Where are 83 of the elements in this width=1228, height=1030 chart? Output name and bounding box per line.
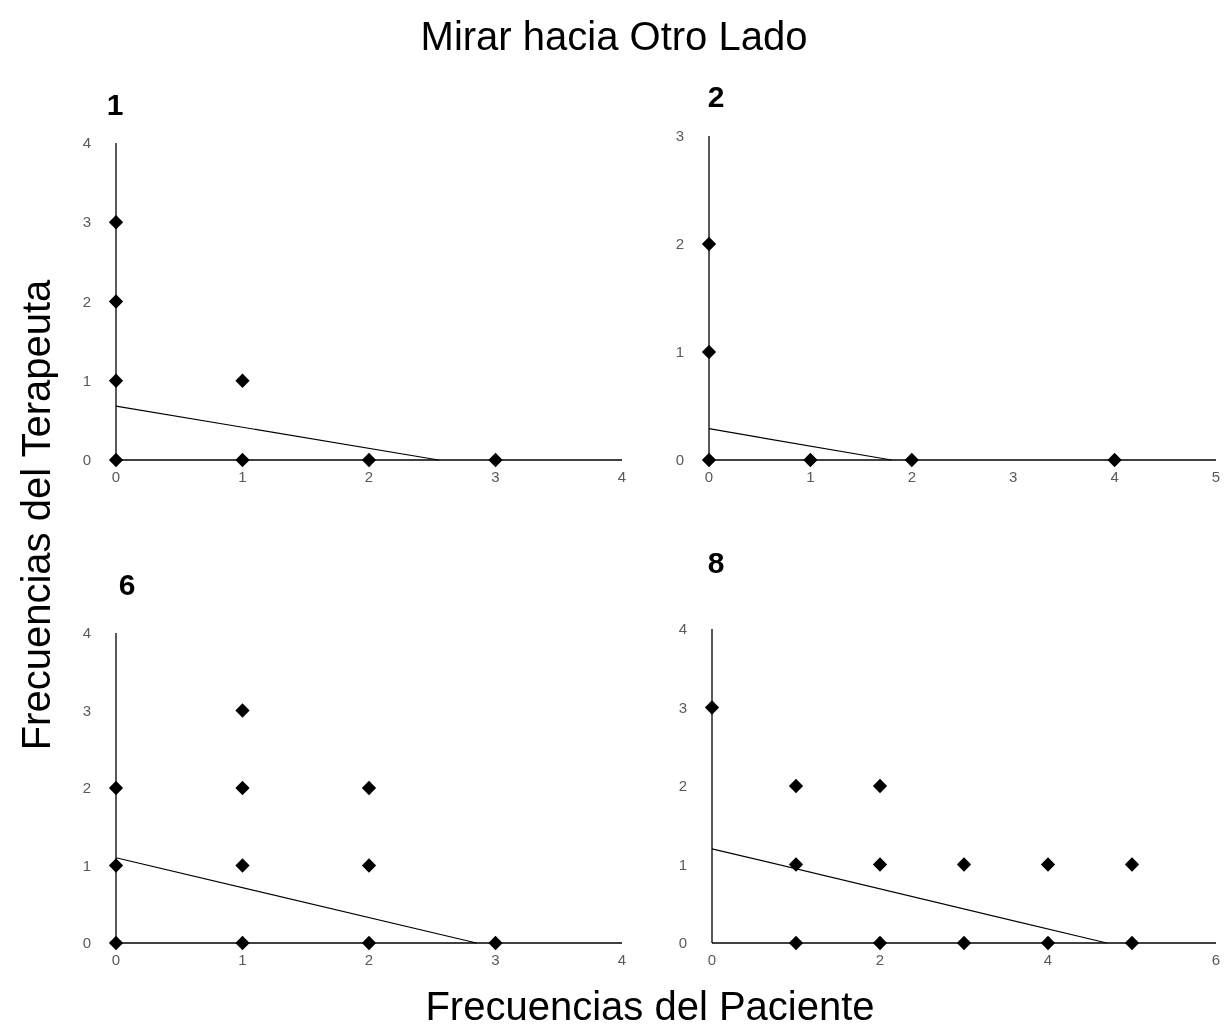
- point: [361, 452, 377, 468]
- y-tick-label: 1: [675, 343, 684, 360]
- y-tick-label: 0: [82, 451, 91, 468]
- point: [108, 858, 124, 873]
- y-tick-label: 1: [82, 371, 91, 389]
- y-tick-label: 3: [82, 213, 91, 231]
- x-tick-label: 0: [111, 468, 121, 485]
- point: [956, 857, 972, 872]
- chart-title: 8: [707, 546, 725, 579]
- y-tick-label: 3: [678, 698, 687, 716]
- point: [108, 780, 124, 796]
- y-axis-title: Frecuencias del Terapeuta: [14, 278, 58, 751]
- x-tick-label: 0: [111, 951, 121, 968]
- x-tick-label: 6: [1211, 951, 1221, 968]
- x-tick-label: 4: [617, 468, 627, 485]
- x-tick-label: 1: [806, 468, 815, 485]
- x-tick-label: 2: [364, 468, 374, 485]
- point: [788, 935, 804, 951]
- point: [108, 294, 124, 309]
- x-tick-label: 2: [875, 951, 885, 968]
- point: [235, 452, 250, 468]
- y-tick-label: 2: [82, 779, 91, 796]
- point: [1040, 935, 1056, 951]
- x-tick-label: 2: [907, 468, 916, 485]
- x-tick-label: 2: [364, 951, 374, 968]
- y-tick-label: 3: [675, 127, 684, 144]
- point: [235, 935, 250, 951]
- point: [1124, 857, 1140, 872]
- point: [803, 452, 818, 468]
- x-tick-label: 4: [617, 951, 627, 968]
- x-tick-label: 0: [707, 951, 717, 968]
- x-axis-title: Frecuencias del Paciente: [425, 984, 875, 1028]
- y-tick-label: 4: [82, 134, 91, 151]
- point: [701, 452, 717, 468]
- point: [235, 703, 250, 718]
- y-tick-label: 2: [82, 292, 91, 310]
- point: [488, 935, 503, 951]
- point: [235, 373, 250, 388]
- x-tick-label: 4: [1043, 951, 1053, 968]
- point: [108, 373, 124, 388]
- point: [488, 452, 503, 468]
- chart-title: 6: [118, 568, 136, 601]
- point: [108, 452, 124, 468]
- point: [788, 778, 804, 794]
- point: [1107, 452, 1122, 468]
- y-tick-label: 1: [82, 856, 91, 874]
- y-tick-label: 4: [82, 624, 91, 641]
- y-tick-label: 2: [675, 235, 684, 252]
- point: [1040, 857, 1056, 872]
- point: [704, 700, 720, 715]
- text: Mirar hacia Otro Lado: [420, 14, 808, 58]
- y-tick-label: 1: [678, 855, 687, 873]
- y-tick-label: 0: [82, 934, 91, 951]
- point: [904, 452, 919, 468]
- point: [108, 935, 124, 951]
- x-tick-label: 3: [1009, 468, 1018, 485]
- x-tick-label: 1: [238, 468, 247, 485]
- point: [956, 935, 972, 951]
- y-tick-label: 0: [678, 934, 687, 951]
- point: [872, 935, 888, 951]
- x-tick-label: 3: [491, 468, 500, 485]
- x-tick-label: 1: [238, 951, 247, 968]
- point: [235, 858, 250, 873]
- x-tick-label: 5: [1211, 468, 1221, 485]
- x-tick-label: 3: [491, 951, 500, 968]
- point: [701, 344, 717, 360]
- x-tick-label: 0: [704, 468, 714, 485]
- point: [872, 857, 888, 872]
- y-tick-label: 0: [675, 451, 684, 468]
- y-tick-label: 2: [678, 777, 687, 794]
- point: [1124, 935, 1140, 951]
- point: [361, 780, 377, 796]
- chart-title: 1: [106, 88, 124, 121]
- point: [872, 778, 888, 794]
- point: [701, 236, 717, 252]
- point: [361, 935, 377, 951]
- y-tick-label: 3: [82, 701, 91, 719]
- point: [235, 780, 250, 796]
- chart-title: 2: [707, 80, 725, 113]
- y-tick-label: 4: [678, 620, 687, 637]
- x-tick-label: 4: [1110, 468, 1119, 485]
- point: [361, 858, 377, 873]
- point: [108, 215, 124, 230]
